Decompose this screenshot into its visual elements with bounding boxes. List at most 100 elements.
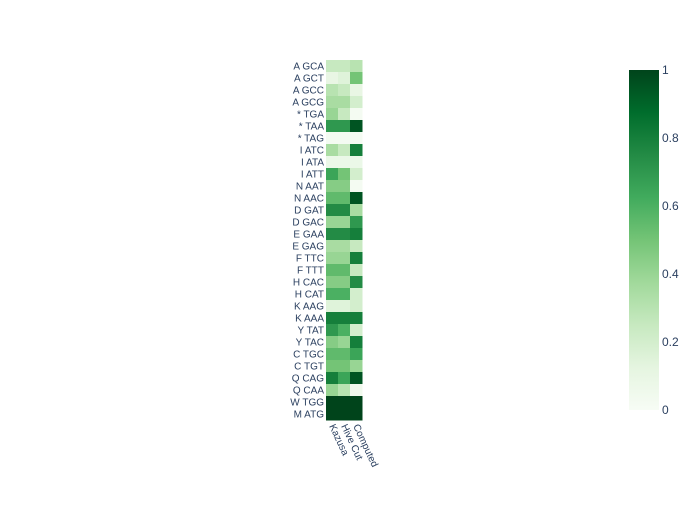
heatmap-cell (326, 132, 339, 145)
heatmap-cell (338, 96, 351, 109)
heatmap-cell (326, 204, 339, 217)
heatmap-cell (350, 264, 363, 277)
heatmap-cell (326, 144, 339, 157)
colorbar-tick-label: 1 (662, 63, 669, 77)
heatmap-cell (338, 204, 351, 217)
y-tick-label: F TTC (296, 254, 324, 265)
y-tick-label: Q CAA (293, 386, 324, 397)
heatmap-cell (338, 72, 351, 85)
y-tick-label: H CAT (295, 290, 324, 301)
y-tick-label: * TGA (297, 110, 324, 121)
heatmap-cell (338, 228, 351, 241)
heatmap-cell (338, 60, 351, 73)
heatmap-cell (350, 360, 363, 373)
heatmap-cell (350, 372, 363, 385)
y-tick-label: F TTT (297, 266, 324, 277)
heatmap-cell (350, 216, 363, 229)
y-tick-label: D GAC (292, 218, 324, 229)
heatmap-cell (338, 288, 351, 301)
heatmap-cell (350, 252, 363, 265)
heatmap-cell (338, 168, 351, 181)
heatmap-cell (338, 336, 351, 349)
heatmap-cell (326, 264, 339, 277)
y-tick-label: K AAG (294, 302, 324, 313)
heatmap-cell (350, 204, 363, 217)
heatmap-cell (326, 216, 339, 229)
heatmap-cell (338, 108, 351, 121)
heatmap-cell (326, 240, 339, 253)
heatmap-cell (326, 396, 339, 409)
heatmap-cell (338, 252, 351, 265)
heatmap-cell (338, 276, 351, 289)
y-tick-label: W TGG (290, 398, 324, 409)
heatmap-cell (338, 240, 351, 253)
y-tick-label: E GAG (292, 242, 324, 253)
colorbar-tick-label: 0.4 (662, 267, 679, 281)
heatmap-cell (350, 144, 363, 157)
y-tick-label: A GCT (294, 74, 324, 85)
y-tick-label: A GCC (293, 86, 324, 97)
heatmap-cell (350, 312, 363, 325)
heatmap-cell (350, 336, 363, 349)
heatmap-cell (326, 168, 339, 181)
heatmap-cell (326, 360, 339, 373)
colorbar: 0 0.2 0.4 0.6 0.8 1 (629, 63, 679, 417)
heatmap-cell (326, 72, 339, 85)
heatmap-cell (350, 396, 363, 409)
heatmap-cell (338, 132, 351, 145)
heatmap-cell (326, 252, 339, 265)
heatmap-cell (350, 168, 363, 181)
y-tick-label: Y TAT (298, 326, 325, 337)
heatmap-cell (350, 132, 363, 145)
y-tick-label: E GAA (293, 230, 324, 241)
heatmap-cell (338, 372, 351, 385)
heatmap-cell (338, 408, 351, 421)
heatmap-cell (326, 324, 339, 337)
heatmap-cell (326, 108, 339, 121)
heatmap-cell (338, 84, 351, 97)
heatmap-cell (338, 360, 351, 373)
heatmap-cell (326, 228, 339, 241)
heatmap-cell (326, 408, 339, 421)
y-tick-label: C TGT (294, 362, 324, 373)
heatmap-cell (326, 312, 339, 325)
y-tick-label: A GCA (293, 62, 324, 73)
heatmap-cell (350, 408, 363, 421)
y-tick-label: I ATC (300, 146, 324, 157)
heatmap-cell (350, 276, 363, 289)
heatmap-cell (326, 156, 339, 169)
heatmap-cell (326, 96, 339, 109)
heatmap-cell (350, 240, 363, 253)
heatmap-cell (326, 120, 339, 133)
y-tick-label: K AAA (295, 314, 324, 325)
heatmap-cell (338, 120, 351, 133)
heatmap-cell (338, 144, 351, 157)
heatmap-cell (350, 384, 363, 397)
heatmap-cells (326, 60, 363, 421)
heatmap-cell (338, 264, 351, 277)
heatmap-cell (350, 324, 363, 337)
heatmap-cell (338, 156, 351, 169)
heatmap-cell (350, 348, 363, 361)
y-tick-label: D GAT (294, 206, 324, 217)
heatmap-cell (326, 372, 339, 385)
y-tick-label: N AAT (296, 182, 324, 193)
y-tick-label: I ATA (301, 158, 324, 169)
heatmap-cell (338, 396, 351, 409)
heatmap-cell (326, 84, 339, 97)
y-tick-label: H CAC (293, 278, 324, 289)
y-tick-label: * TAG (298, 134, 325, 145)
y-tick-label: N AAC (294, 194, 324, 205)
colorbar-tick-label: 0.6 (662, 199, 679, 213)
colorbar-tick-label: 0.2 (662, 335, 679, 349)
heatmap-cell (350, 60, 363, 73)
y-tick-label: Y TAC (296, 338, 324, 349)
heatmap-cell (350, 192, 363, 205)
heatmap-cell (338, 348, 351, 361)
colorbar-tick-label: 0 (662, 403, 669, 417)
colorbar-tick-label: 0.8 (662, 131, 679, 145)
heatmap-cell (350, 156, 363, 169)
heatmap-cell (350, 300, 363, 313)
